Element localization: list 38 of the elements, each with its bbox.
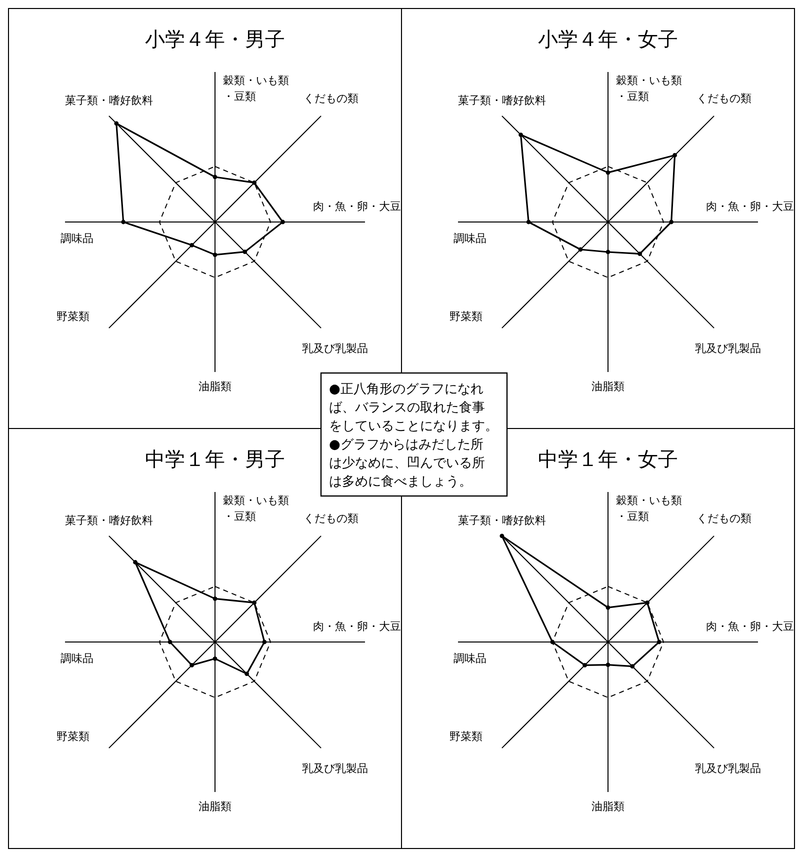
spoke-label: 穀類・いも類・豆類 bbox=[223, 74, 289, 103]
spoke-label: 穀類・いも類・豆類 bbox=[616, 494, 682, 523]
chart-title: 小学４年・男子 bbox=[145, 27, 285, 51]
spoke-label: 穀類・いも類・豆類 bbox=[616, 74, 682, 103]
spoke-label: 野菜類 bbox=[56, 310, 90, 324]
spoke-label: 菓子類・嗜好飲料 bbox=[458, 514, 546, 527]
spoke-label: くだもの類 bbox=[696, 92, 752, 105]
spoke-label: 肉・魚・卵・大豆 bbox=[706, 200, 794, 213]
chart-title: 中学１年・女子 bbox=[538, 447, 678, 471]
spoke-label: 乳及び乳製品 bbox=[302, 342, 368, 356]
spoke-label: 調味品 bbox=[454, 652, 486, 665]
spoke-label: 乳及び乳製品 bbox=[695, 762, 762, 776]
spoke-label: 菓子類・嗜好飲料 bbox=[64, 514, 153, 527]
spoke-label: 油脂類 bbox=[198, 800, 232, 813]
spoke-label: 穀類・いも類・豆類 bbox=[223, 494, 289, 523]
spoke-label: 油脂類 bbox=[592, 800, 624, 813]
spoke-label: くだもの類 bbox=[696, 512, 752, 525]
spoke-label: 野菜類 bbox=[449, 730, 482, 744]
spoke-label: くだもの類 bbox=[304, 512, 359, 525]
spoke-label: くだもの類 bbox=[304, 92, 359, 105]
spoke-label: 野菜類 bbox=[449, 310, 482, 324]
spoke-label: 油脂類 bbox=[198, 380, 232, 393]
text: ●グラフからはみだした所は少なめに、凹んでいる所は多めに食べましょう。 bbox=[329, 438, 485, 490]
spoke-label: 野菜類 bbox=[56, 730, 90, 744]
spoke-label: 肉・魚・卵・大豆 bbox=[313, 620, 401, 633]
chart-title: 中学１年・男子 bbox=[145, 447, 285, 471]
spoke-label: 肉・魚・卵・大豆 bbox=[313, 200, 401, 213]
spoke-label: 菓子類・嗜好飲料 bbox=[458, 94, 546, 107]
chart-title: 小学４年・女子 bbox=[538, 27, 678, 51]
spoke-label: 調味品 bbox=[454, 232, 486, 245]
spoke-label: 肉・魚・卵・大豆 bbox=[706, 620, 794, 633]
spoke-label: 調味品 bbox=[60, 232, 94, 245]
spoke-label: 乳及び乳製品 bbox=[302, 762, 368, 776]
spoke-label: 菓子類・嗜好飲料 bbox=[64, 94, 153, 107]
spoke-label: 油脂類 bbox=[592, 380, 624, 393]
spoke-label: 乳及び乳製品 bbox=[695, 342, 762, 356]
spoke-label: 調味品 bbox=[60, 652, 94, 665]
text: ●正八角形のグラフになれば、バランスの取れた食事をしていることになります。 bbox=[329, 382, 498, 434]
